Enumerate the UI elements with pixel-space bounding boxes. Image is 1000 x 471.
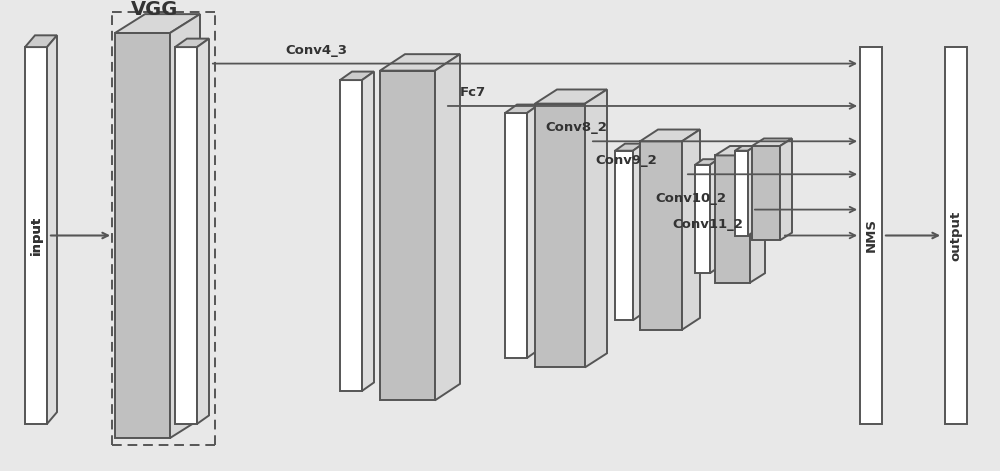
Polygon shape xyxy=(435,54,460,400)
Polygon shape xyxy=(527,105,539,358)
Polygon shape xyxy=(115,33,170,438)
Polygon shape xyxy=(750,146,765,283)
Polygon shape xyxy=(47,35,57,424)
Polygon shape xyxy=(945,47,967,424)
Polygon shape xyxy=(640,141,682,330)
Polygon shape xyxy=(585,89,607,367)
Polygon shape xyxy=(340,72,374,80)
Polygon shape xyxy=(710,159,718,273)
Polygon shape xyxy=(340,80,362,391)
Polygon shape xyxy=(633,144,643,320)
Text: input: input xyxy=(30,216,43,255)
Polygon shape xyxy=(752,138,792,146)
Polygon shape xyxy=(505,113,527,358)
Text: Conv4_3: Conv4_3 xyxy=(285,43,347,57)
Polygon shape xyxy=(682,130,700,330)
Text: Fc7: Fc7 xyxy=(460,86,486,99)
Text: Conv11_2: Conv11_2 xyxy=(672,218,743,231)
Text: NMS: NMS xyxy=(864,219,878,252)
Polygon shape xyxy=(735,146,755,151)
Polygon shape xyxy=(615,151,633,320)
Polygon shape xyxy=(175,39,209,47)
Polygon shape xyxy=(695,165,710,273)
Text: Conv9_2: Conv9_2 xyxy=(595,154,657,167)
Polygon shape xyxy=(640,130,700,141)
Polygon shape xyxy=(735,151,748,236)
Polygon shape xyxy=(170,14,200,438)
Polygon shape xyxy=(175,47,197,424)
Polygon shape xyxy=(115,14,200,33)
Polygon shape xyxy=(25,47,47,424)
Polygon shape xyxy=(362,72,374,391)
Polygon shape xyxy=(695,159,718,165)
Polygon shape xyxy=(535,89,607,104)
Text: Conv10_2: Conv10_2 xyxy=(655,192,726,205)
Text: Conv8_2: Conv8_2 xyxy=(545,121,607,134)
Polygon shape xyxy=(380,54,460,71)
Polygon shape xyxy=(860,47,882,424)
Polygon shape xyxy=(505,105,539,113)
Polygon shape xyxy=(715,146,765,155)
Polygon shape xyxy=(715,155,750,283)
Polygon shape xyxy=(197,39,209,424)
Polygon shape xyxy=(748,146,755,236)
Polygon shape xyxy=(25,35,57,47)
Text: output: output xyxy=(950,211,962,260)
Polygon shape xyxy=(752,146,780,240)
Text: input: input xyxy=(30,216,42,255)
Polygon shape xyxy=(380,71,435,400)
Polygon shape xyxy=(535,104,585,367)
Polygon shape xyxy=(780,138,792,240)
Polygon shape xyxy=(615,144,643,151)
Text: VGG: VGG xyxy=(131,0,179,19)
